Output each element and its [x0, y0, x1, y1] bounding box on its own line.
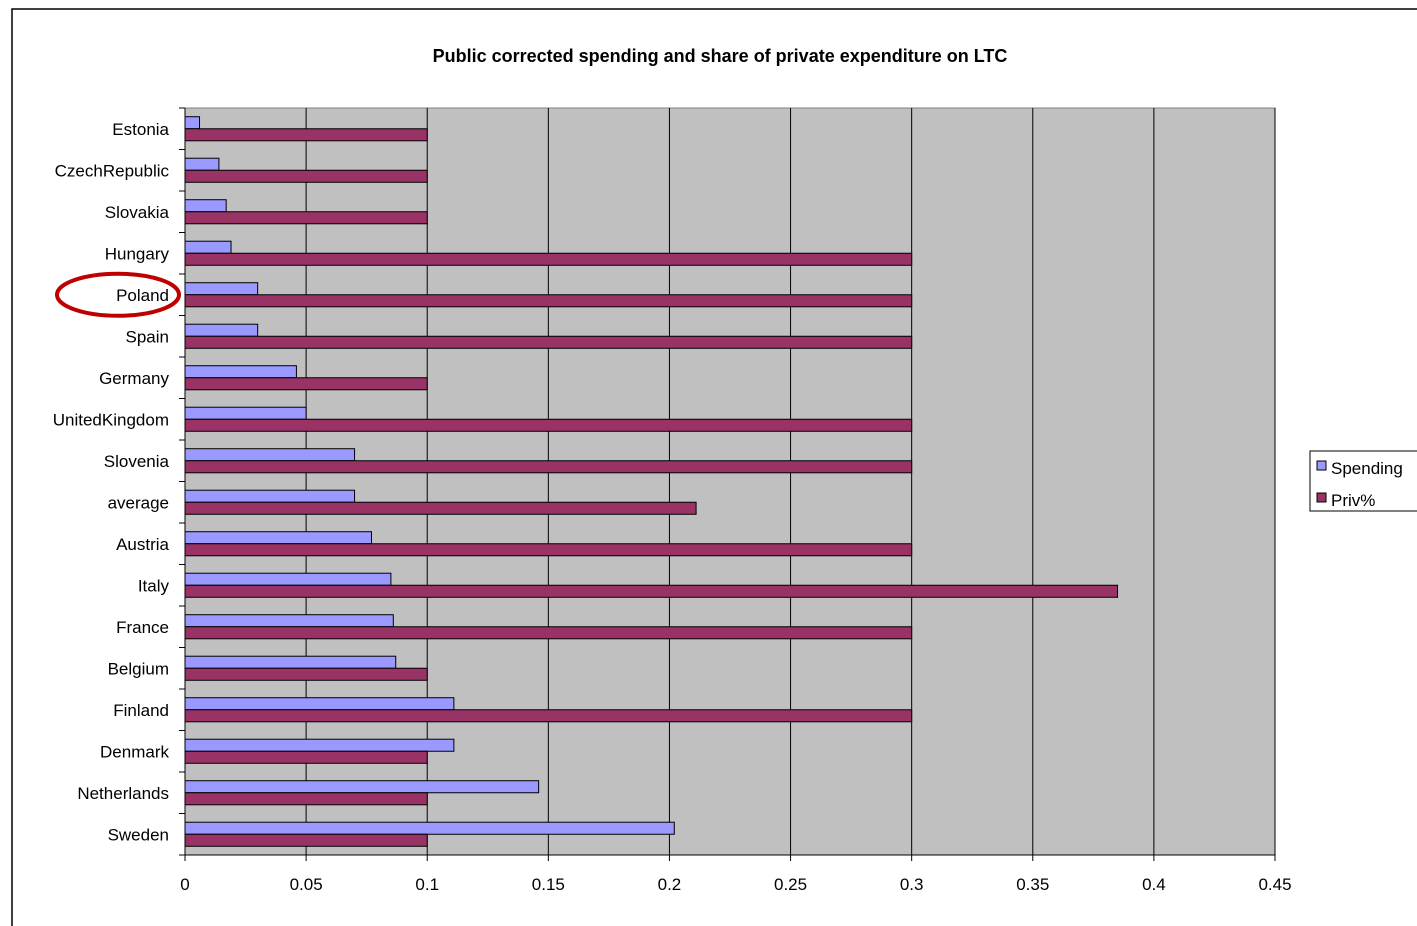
bar-priv-hungary — [184, 252, 913, 266]
x-tick-label: 0.25 — [774, 875, 807, 894]
bar-spending-italy — [184, 572, 392, 586]
category-label: Denmark — [100, 742, 169, 761]
x-tick-label: 0.4 — [1142, 875, 1166, 894]
gridlines — [305, 108, 1276, 855]
category-label: Finland — [113, 701, 169, 720]
bar-spending-germany — [184, 365, 297, 379]
bar-spending-czechrepublic — [184, 157, 220, 171]
bar-priv-netherlands — [184, 792, 428, 806]
bar-spending-france — [184, 614, 394, 628]
bar-priv-poland — [184, 294, 913, 308]
bar-spending-hungary — [184, 240, 232, 254]
category-label: Austria — [116, 535, 169, 554]
bar-priv-slovenia — [184, 460, 913, 474]
highlight-annotation — [55, 271, 181, 318]
category-label: Estonia — [112, 120, 169, 139]
category-label: Netherlands — [77, 784, 169, 803]
category-label: Hungary — [105, 244, 170, 263]
bar-spending-slovenia — [184, 448, 356, 462]
bar-priv-austria — [184, 543, 913, 557]
bar-spending-unitedkingdom — [184, 406, 307, 420]
plot-area — [184, 107, 1276, 856]
category-label: Belgium — [108, 659, 169, 678]
category-label: UnitedKingdom — [53, 410, 169, 429]
bar-spending-belgium — [184, 655, 397, 669]
category-label: Slovenia — [104, 452, 170, 471]
category-label: Spain — [126, 327, 169, 346]
legend-label-priv: Priv% — [1331, 491, 1375, 510]
category-label: France — [116, 618, 169, 637]
bar-priv-belgium — [184, 667, 428, 681]
x-tick-label: 0.3 — [900, 875, 924, 894]
category-label: average — [108, 493, 169, 512]
x-tick-label: 0 — [180, 875, 189, 894]
legend-label-spending: Spending — [1331, 459, 1403, 478]
legend-swatch-spending — [1316, 460, 1327, 471]
bar-priv-slovakia — [184, 211, 428, 225]
legend-box — [1309, 450, 1417, 512]
axes — [179, 107, 1276, 861]
bar-priv-denmark — [184, 750, 428, 764]
bar-spending-austria — [184, 531, 373, 545]
bar-spending-sweden — [184, 821, 675, 835]
legend: Spending Priv% — [1309, 450, 1417, 512]
category-label: Sweden — [108, 825, 169, 844]
x-tick-label: 0.1 — [415, 875, 439, 894]
bar-priv-czechrepublic — [184, 169, 428, 183]
bar-priv-unitedkingdom — [184, 418, 913, 432]
bar-spending-finland — [184, 697, 455, 711]
bar-spending-spain — [184, 323, 259, 337]
bar-spending-slovakia — [184, 199, 227, 213]
bar-priv-finland — [184, 709, 913, 723]
category-labels: Estonia CzechRepublic Slovakia Hungary Polan… — [53, 120, 170, 845]
x-tick-label: 0.2 — [658, 875, 682, 894]
bar-priv-average — [184, 501, 697, 515]
bar-priv-estonia — [184, 128, 428, 142]
bar-priv-sweden — [184, 833, 428, 847]
bar-spending-netherlands — [184, 780, 540, 794]
bar-spending-poland — [184, 282, 259, 296]
x-tick-label: 0.05 — [290, 875, 323, 894]
x-tick-label: 0.15 — [532, 875, 565, 894]
legend-swatch-priv — [1316, 492, 1327, 503]
category-label: Italy — [138, 576, 170, 595]
bar-priv-france — [184, 626, 913, 640]
category-label: Slovakia — [105, 203, 170, 222]
x-tick-label: 0.35 — [1016, 875, 1049, 894]
bar-spending-estonia — [184, 116, 201, 130]
x-tick-label: 0.45 — [1258, 875, 1291, 894]
category-label: CzechRepublic — [55, 161, 170, 180]
x-tick-labels: 0 0.05 0.1 0.15 0.2 0.25 0.3 0.35 0.4 0.45 — [180, 875, 1291, 894]
chart-title: Public corrected spending and share of p… — [433, 46, 1008, 66]
category-label: Germany — [99, 369, 169, 388]
bars — [184, 116, 1119, 847]
highlight-ellipse — [55, 271, 181, 318]
category-label: Poland — [116, 286, 169, 305]
bar-priv-germany — [184, 377, 428, 391]
bar-spending-denmark — [184, 738, 455, 752]
bar-priv-spain — [184, 335, 913, 349]
bar-spending-average — [184, 489, 356, 503]
bar-priv-italy — [184, 584, 1119, 598]
